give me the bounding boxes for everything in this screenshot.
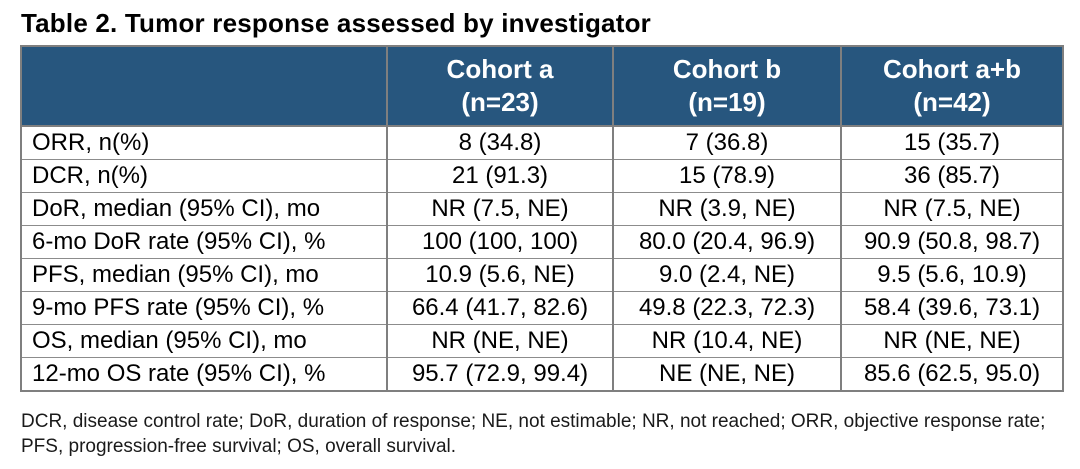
cohort-a-label: Cohort a xyxy=(446,54,554,84)
table-row-dor-median: DoR, median (95% CI), mo NR (7.5, NE) NR… xyxy=(20,192,1064,226)
cohort-a-n: (n=23) xyxy=(461,87,539,117)
data-cell: NR (10.4, NE) xyxy=(612,324,842,358)
data-cell: 36 (85.7) xyxy=(840,159,1064,193)
row-label: ORR, n(%) xyxy=(20,125,388,160)
column-header-cohort-ab: Cohort a+b (n=42) xyxy=(840,46,1064,127)
data-cell: 66.4 (41.7, 82.6) xyxy=(386,291,614,325)
data-cell: NR (3.9, NE) xyxy=(612,192,842,226)
poster-table-panel: Table 2. Tumor response assessed by inve… xyxy=(0,8,1080,469)
column-header-cohort-b: Cohort b (n=19) xyxy=(612,46,842,127)
data-cell: NE (NE, NE) xyxy=(612,357,842,392)
data-cell: NR (7.5, NE) xyxy=(386,192,614,226)
row-label: 6-mo DoR rate (95% CI), % xyxy=(20,225,388,259)
data-cell: 100 (100, 100) xyxy=(386,225,614,259)
data-cell: NR (7.5, NE) xyxy=(840,192,1064,226)
data-cell: 15 (78.9) xyxy=(612,159,842,193)
column-header-empty xyxy=(20,46,388,127)
table-title: Table 2. Tumor response assessed by inve… xyxy=(21,8,651,38)
table-row-os-rate: 12-mo OS rate (95% CI), % 95.7 (72.9, 99… xyxy=(20,357,1064,392)
data-cell: 85.6 (62.5, 95.0) xyxy=(840,357,1064,392)
abbreviations-footnote: DCR, disease control rate; DoR, duration… xyxy=(21,409,1080,459)
table-row-orr: ORR, n(%) 8 (34.8) 7 (36.8) 15 (35.7) xyxy=(20,125,1064,160)
data-cell: 9.0 (2.4, NE) xyxy=(612,258,842,292)
table-row-dcr: DCR, n(%) 21 (91.3) 15 (78.9) 36 (85.7) xyxy=(20,159,1064,193)
footnote-line-2: PFS, progression-free survival; OS, over… xyxy=(21,436,457,457)
tumor-response-table: Cohort a (n=23) Cohort b (n=19) Cohort a… xyxy=(20,45,1064,392)
data-cell: 9.5 (5.6, 10.9) xyxy=(840,258,1064,292)
data-cell: 58.4 (39.6, 73.1) xyxy=(840,291,1064,325)
header-row: Cohort a (n=23) Cohort b (n=19) Cohort a… xyxy=(20,46,1064,127)
data-cell: 8 (34.8) xyxy=(386,125,614,160)
data-cell: NR (NE, NE) xyxy=(386,324,614,358)
row-label: DCR, n(%) xyxy=(20,159,388,193)
row-label: 9-mo PFS rate (95% CI), % xyxy=(20,291,388,325)
column-header-cohort-a: Cohort a (n=23) xyxy=(386,46,614,127)
data-cell: 49.8 (22.3, 72.3) xyxy=(612,291,842,325)
row-label: OS, median (95% CI), mo xyxy=(20,324,388,358)
row-label: 12-mo OS rate (95% CI), % xyxy=(20,357,388,392)
data-cell: 80.0 (20.4, 96.9) xyxy=(612,225,842,259)
table-row-pfs-rate: 9-mo PFS rate (95% CI), % 66.4 (41.7, 82… xyxy=(20,291,1064,325)
data-cell: 7 (36.8) xyxy=(612,125,842,160)
cohort-b-label: Cohort b xyxy=(672,54,782,84)
data-cell: NR (NE, NE) xyxy=(840,324,1064,358)
footnote-line-1: DCR, disease control rate; DoR, duration… xyxy=(21,411,1046,432)
cohort-ab-n: (n=42) xyxy=(913,87,991,117)
data-cell: 21 (91.3) xyxy=(386,159,614,193)
data-cell: 95.7 (72.9, 99.4) xyxy=(386,357,614,392)
cohort-ab-label: Cohort a+b xyxy=(883,54,1021,84)
data-cell: 90.9 (50.8, 98.7) xyxy=(840,225,1064,259)
cohort-b-n: (n=19) xyxy=(688,87,766,117)
data-cell: 15 (35.7) xyxy=(840,125,1064,160)
table-row-pfs-median: PFS, median (95% CI), mo 10.9 (5.6, NE) … xyxy=(20,258,1064,292)
row-label: PFS, median (95% CI), mo xyxy=(20,258,388,292)
table-row-dor-rate: 6-mo DoR rate (95% CI), % 100 (100, 100)… xyxy=(20,225,1064,259)
data-cell: 10.9 (5.6, NE) xyxy=(386,258,614,292)
row-label: DoR, median (95% CI), mo xyxy=(20,192,388,226)
table-row-os-median: OS, median (95% CI), mo NR (NE, NE) NR (… xyxy=(20,324,1064,358)
